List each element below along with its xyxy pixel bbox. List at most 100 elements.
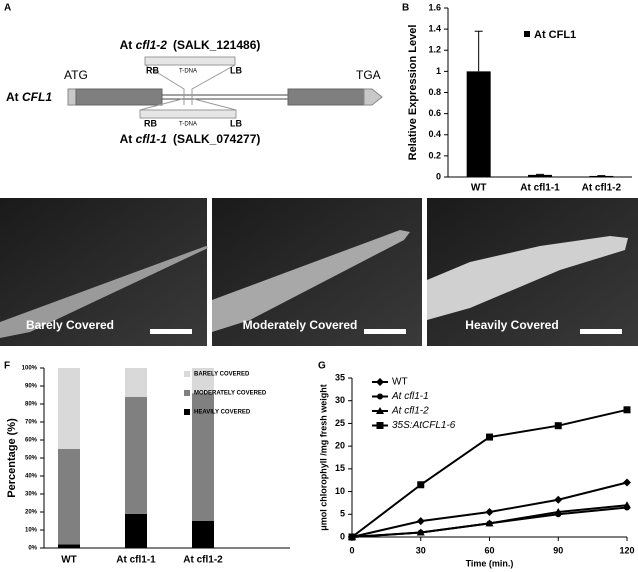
- bar: [589, 175, 614, 177]
- legend-label: At CFL1: [534, 29, 576, 41]
- image-e: Heavily Covered: [427, 198, 638, 346]
- x-tick-label: 90: [553, 545, 563, 555]
- panel-label: A: [4, 3, 11, 14]
- caption: Moderately Covered: [243, 318, 358, 332]
- y-tick-label: 0.6: [428, 108, 441, 118]
- y-axis-label: Relative Expression Level: [407, 25, 419, 161]
- allele-label: At cfl1-2 (SALK_121486): [120, 38, 261, 52]
- point: [416, 528, 425, 536]
- point: [623, 501, 631, 509]
- legend-label: At cfl1-2: [391, 406, 429, 417]
- y-tick-label: 0%: [28, 546, 37, 552]
- legend-marker: [376, 422, 384, 429]
- gene-diagram: At CFL1 ATG TGA At cfl1-2 (SALK_121486) R…: [6, 38, 383, 146]
- image-d: Moderately Covered: [212, 198, 422, 346]
- bar-segment: [192, 393, 214, 521]
- y-tick-label: 1.6: [428, 2, 441, 12]
- point: [416, 517, 425, 526]
- y-tick-label: 5: [340, 509, 345, 519]
- y-tick-label: 20%: [25, 510, 38, 516]
- y-tick-label: 10%: [25, 528, 38, 534]
- exon: [75, 88, 163, 106]
- point: [623, 478, 631, 487]
- scale-bar: [364, 329, 406, 334]
- trichome: [427, 236, 628, 320]
- y-tick-label: 15: [335, 463, 345, 473]
- point: [486, 433, 493, 441]
- panel-label: F: [4, 361, 10, 372]
- y-tick-label: 70%: [25, 420, 38, 426]
- image-c: Barely Covered: [0, 198, 208, 346]
- point: [554, 508, 563, 516]
- x-tick-label: 30: [416, 545, 426, 555]
- x-axis-label: Time (min.): [466, 558, 514, 568]
- point: [554, 422, 562, 430]
- bar-segment: [125, 368, 147, 397]
- legend-swatch: [184, 390, 190, 396]
- t-dna-label: T-DNA: [179, 122, 197, 128]
- panel-label: B: [402, 3, 409, 14]
- bar: [466, 71, 491, 177]
- x-tick-label: 120: [619, 545, 634, 555]
- legend-marker: [376, 407, 384, 414]
- y-tick-label: 1.4: [428, 24, 441, 34]
- t-dna-label: T-DNA: [179, 69, 197, 75]
- bar-segment: [192, 521, 214, 548]
- y-tick-label: 80%: [25, 402, 38, 408]
- x-tick-label: At cfl1-2: [582, 183, 622, 194]
- bar: [528, 174, 552, 177]
- rb: RB: [146, 65, 159, 75]
- bar-segment: [125, 513, 147, 548]
- point: [485, 519, 494, 527]
- point: [623, 406, 631, 414]
- point: [485, 508, 494, 517]
- scale-bar: [150, 329, 192, 334]
- trichome: [0, 246, 208, 338]
- legend-label: 35S:AtCFL1-6: [392, 420, 456, 431]
- bar-segment: [192, 368, 214, 394]
- y-tick-label: 30: [335, 395, 345, 405]
- caption: Barely Covered: [26, 318, 114, 332]
- trichome: [212, 230, 410, 332]
- legend-marker: [377, 393, 383, 400]
- y-tick-label: 20: [335, 441, 345, 451]
- bar-segment: [125, 396, 147, 514]
- x-tick-label: At cfl1-1: [116, 555, 156, 566]
- x-tick-label: WT: [471, 183, 487, 194]
- y-tick-label: 50%: [25, 456, 38, 462]
- point: [554, 495, 563, 504]
- insertion-line: [193, 98, 237, 111]
- y-tick-label: 0.8: [428, 87, 441, 97]
- legend-label: HEAVILY COVERED: [194, 410, 251, 416]
- legend-swatch: [184, 371, 190, 377]
- y-tick-label: 90%: [25, 384, 38, 390]
- legend-label: MODERATELY COVERED: [194, 391, 267, 397]
- x-tick-label: 0: [349, 545, 354, 555]
- bar-segment: [58, 368, 80, 449]
- utr-arrow: [363, 88, 383, 106]
- point: [417, 481, 425, 489]
- rb: RB: [144, 118, 157, 128]
- legend-label: At cfl1-1: [391, 391, 429, 402]
- legend-label: WT: [392, 377, 408, 388]
- stop-codon: TGA: [356, 68, 381, 82]
- legend-swatch: [184, 409, 190, 415]
- gene-label: At CFL1: [6, 90, 52, 104]
- x-tick-label: At cfl1-2: [183, 555, 223, 566]
- y-tick-label: 0: [340, 531, 345, 541]
- bar-segment: [58, 449, 80, 545]
- legend-swatch: [524, 31, 530, 37]
- y-tick-label: 60%: [25, 438, 38, 444]
- y-tick-label: 10: [335, 486, 345, 496]
- point: [348, 533, 356, 541]
- y-tick-label: 35: [335, 372, 345, 382]
- panel-label: G: [318, 361, 326, 372]
- y-axis-label: μmol chlorophyll /mg fresh weight: [318, 384, 328, 531]
- legend-label: BARELY COVERED: [194, 372, 250, 378]
- insertion-line: [191, 64, 236, 105]
- lb: LB: [230, 118, 242, 128]
- bar-segment: [58, 544, 80, 548]
- insertion-line: [144, 64, 185, 105]
- y-axis-label: Percentage (%): [6, 418, 18, 498]
